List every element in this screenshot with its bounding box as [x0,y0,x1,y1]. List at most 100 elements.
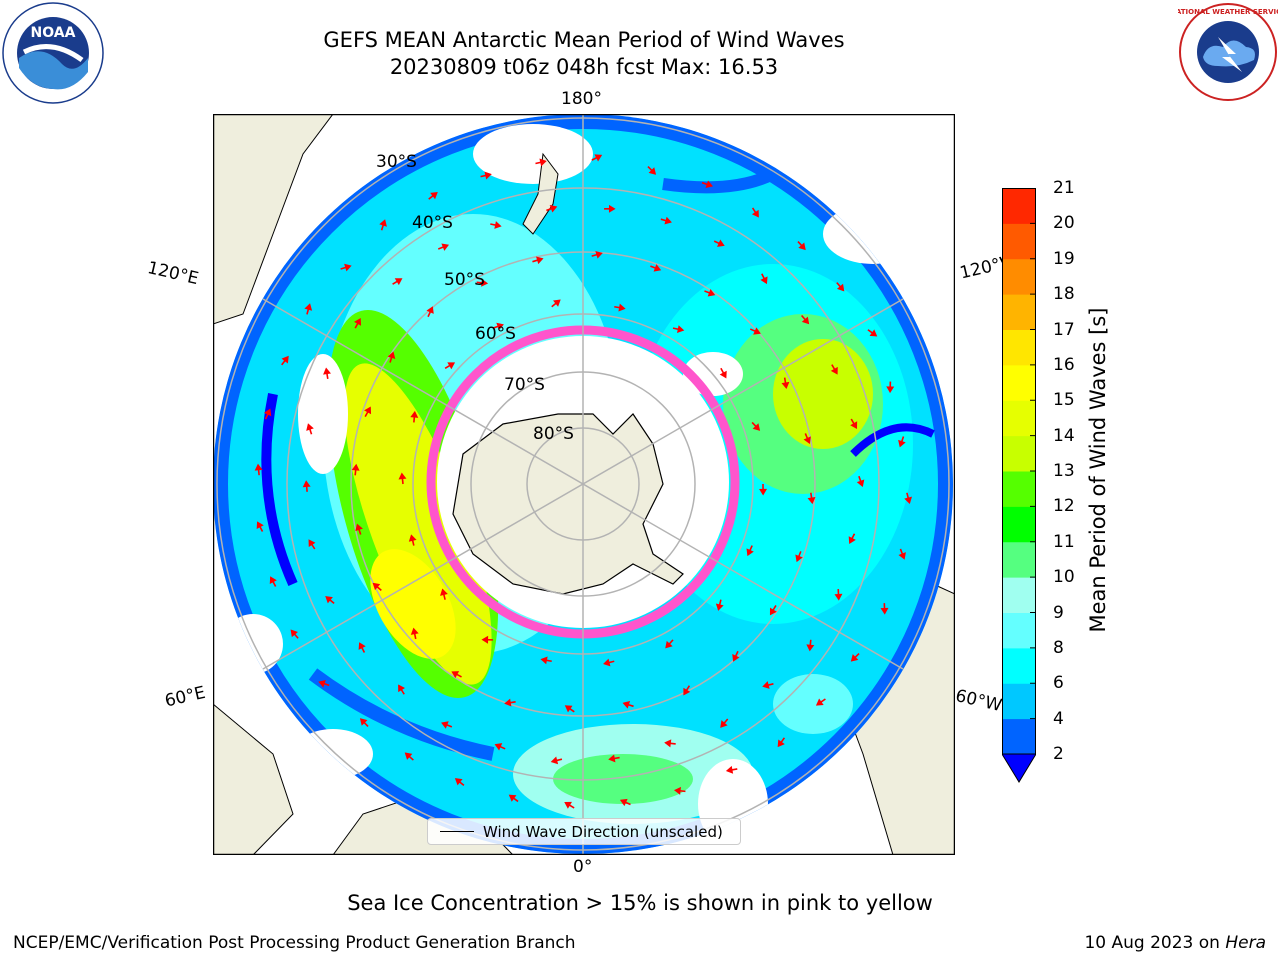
colorbar-bin [1002,188,1036,224]
wind-arrow-head [673,786,681,795]
lat-label-40s: 40°S [412,213,453,233]
wind-arrow-head [664,216,672,225]
wind-arrow-head [430,191,438,200]
footer-date: 10 Aug 2023 on Hera [1084,933,1266,953]
lon-label-60e: 60°E [163,682,208,712]
colorbar-bin [1002,718,1036,755]
wind-arrow-head [550,756,559,765]
wind-direction-arrows [254,154,912,809]
lat-label-50s: 50°S [444,270,485,290]
wind-arrow-head [603,658,611,667]
wind-arrow-head [539,158,547,167]
wind-arrow-head [494,221,502,229]
wind-arrow-head [622,701,631,709]
polar-map [213,114,955,855]
wind-arrow-head [564,801,572,809]
footer-date-text: 10 Aug 2023 on [1084,933,1220,953]
wind-arrow-head [451,671,460,679]
wind-arrow-head [834,593,843,601]
graticule [216,114,950,855]
wind-arrow-head [344,263,352,272]
legend-line-icon [440,831,474,832]
wind-arrow-head [608,204,616,213]
wind-arrow-head [898,439,906,448]
wind-arrow-head [664,739,672,748]
wind-arrow-head [752,423,761,431]
wind-arrow-head [379,219,387,227]
wind-arrow-head [355,523,363,532]
wind-arrow-head [594,154,603,162]
wind-arrow-head [404,752,413,760]
wind-arrow-head [354,317,362,326]
lon-label-120e: 120°E [145,258,201,290]
wind-arrow-head [898,552,906,560]
colorbar-label: Mean Period of Wind Waves [s] [1086,307,1110,633]
wind-arrow-head [364,406,372,415]
chart-subtitle: 20230809 t06z 048h fcst Max: 16.53 [389,55,779,79]
wind-arrow-head [564,705,573,713]
wind-arrow-head [372,582,381,591]
sea-ice-note: Sea Ice Concentration > 15% is shown in … [347,891,933,915]
colorbar-bin [1002,577,1036,613]
wind-arrow-head [801,316,810,325]
wind-arrow-head [323,367,331,375]
lat-label-60s: 60°S [475,324,516,344]
lon-label-60w: 60°W [953,686,1004,717]
colorbar-bin [1002,435,1036,472]
colorbar-bin [1002,329,1036,366]
lat-label-30s: 30°S [376,152,417,172]
wind-arrow-head [798,242,806,251]
wind-arrow-head [269,576,277,585]
legend-label: Wind Wave Direction (unscaled) [483,822,723,841]
colorbar-bin [1002,647,1036,684]
wind-arrow-head [648,167,657,175]
wind-arrow-head [408,534,417,542]
colorbar-bin [1002,258,1036,295]
nws-logo-text: NATIONAL WEATHER SERVICE [1178,8,1278,16]
wind-arrow-head [496,322,504,331]
wind-arrow-head [440,588,448,596]
wind-arrow-head [549,205,558,213]
wind-arrow-head [759,488,768,496]
wind-arrow-head [306,423,314,431]
colorbar-bin [1002,471,1036,507]
wind-arrow-head [777,739,785,748]
wind-arrow-head [359,718,368,726]
wind-arrow-head [263,408,272,417]
wind-arrow-head [304,303,313,311]
colorbar-tick-label: 18 [1053,284,1075,305]
wind-arrow-head [410,410,419,418]
wind-arrow-head [705,180,714,189]
wind-arrow-head [508,794,517,802]
wind-arrow-head [836,283,845,292]
wind-arrow-head [426,306,434,314]
colorbar-tick-label: 13 [1053,461,1075,481]
wind-arrow-head [850,421,858,430]
wind-arrow-head [850,654,859,662]
map-legend: Wind Wave Direction (unscaled) [427,818,741,845]
nws-logo: NATIONAL WEATHER SERVICE [1170,2,1280,102]
lon-label-0: 0° [573,857,593,877]
colorbar-tick-label: 15 [1053,390,1075,411]
colorbar-bin [1002,612,1036,649]
wind-arrow-head [815,698,824,706]
noaa-logo: NOAA [2,2,104,104]
wind-arrow-head [719,370,727,379]
wind-arrow-head [795,554,803,563]
wind-arrow-head [781,381,790,390]
wind-arrow-head [653,264,662,272]
wind-arrow-head [254,463,263,471]
colorbar-bin [1002,400,1036,437]
colorbar-bin [1002,506,1036,543]
colorbar-extend-arrow [1002,753,1036,783]
wind-arrow-head [608,754,616,763]
wind-arrow-head [769,607,777,616]
wind-arrow-head [830,366,838,375]
lat-label-80s: 80°S [533,424,574,444]
wind-arrow-head [886,386,895,394]
land-africa-west [213,703,294,855]
colorbar-tick-label: 21 [1053,178,1075,198]
wind-arrow-head [494,743,503,751]
wind-arrow-head [762,681,770,689]
colorbar-bin [1002,223,1036,260]
